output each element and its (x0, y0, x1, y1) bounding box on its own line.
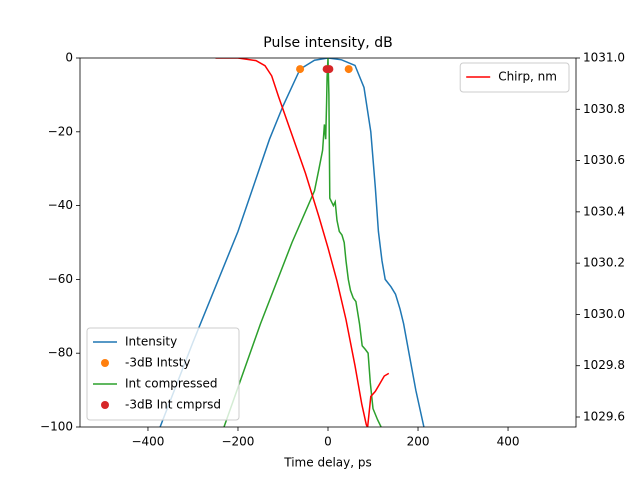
y2-tick-label: 1029.6 (583, 409, 625, 423)
x-axis-label: Time delay, ps (283, 456, 371, 470)
x-tick-label: 0 (324, 435, 332, 449)
y2-tick-label: 1029.8 (583, 358, 625, 372)
series-line (159, 58, 425, 427)
legend-marker (101, 359, 109, 367)
y2-tick-label: 1031.0 (583, 51, 625, 65)
y-tick-label: −80 (48, 346, 73, 360)
marker (296, 65, 305, 74)
legend-label: -3dB Int cmprsd (125, 398, 221, 412)
legend-label: Chirp, nm (498, 70, 557, 84)
legend-label: Intensity (125, 335, 177, 349)
legend-marker (101, 401, 109, 409)
series-line (223, 58, 382, 427)
legend-label: Int compressed (125, 377, 217, 391)
x-tick-label: −400 (131, 435, 164, 449)
y2-tick-label: 1030.0 (583, 307, 625, 321)
x-tick-label: 400 (497, 435, 520, 449)
legend-box (459, 62, 570, 93)
y-tick-label: −40 (48, 198, 73, 212)
y-tick-label: −100 (40, 420, 73, 434)
y-tick-label: −60 (48, 272, 73, 286)
y2-tick-label: 1030.4 (583, 204, 625, 218)
plot-area (159, 58, 425, 427)
y-tick-label: 0 (65, 51, 73, 65)
x-tick-label: −200 (221, 435, 254, 449)
y2-tick-label: 1030.8 (583, 102, 625, 116)
y2-tick-label: 1030.2 (583, 256, 625, 270)
series-line (215, 58, 390, 427)
marker (344, 65, 353, 74)
legend-label: -3dB Intsty (125, 356, 191, 370)
y2-tick-label: 1030.6 (583, 153, 625, 167)
x-tick-label: 200 (407, 435, 430, 449)
chart-title: Pulse intensity, dB (263, 35, 392, 51)
legend-box (86, 327, 240, 421)
y-tick-label: −20 (48, 124, 73, 138)
marker (325, 65, 334, 74)
